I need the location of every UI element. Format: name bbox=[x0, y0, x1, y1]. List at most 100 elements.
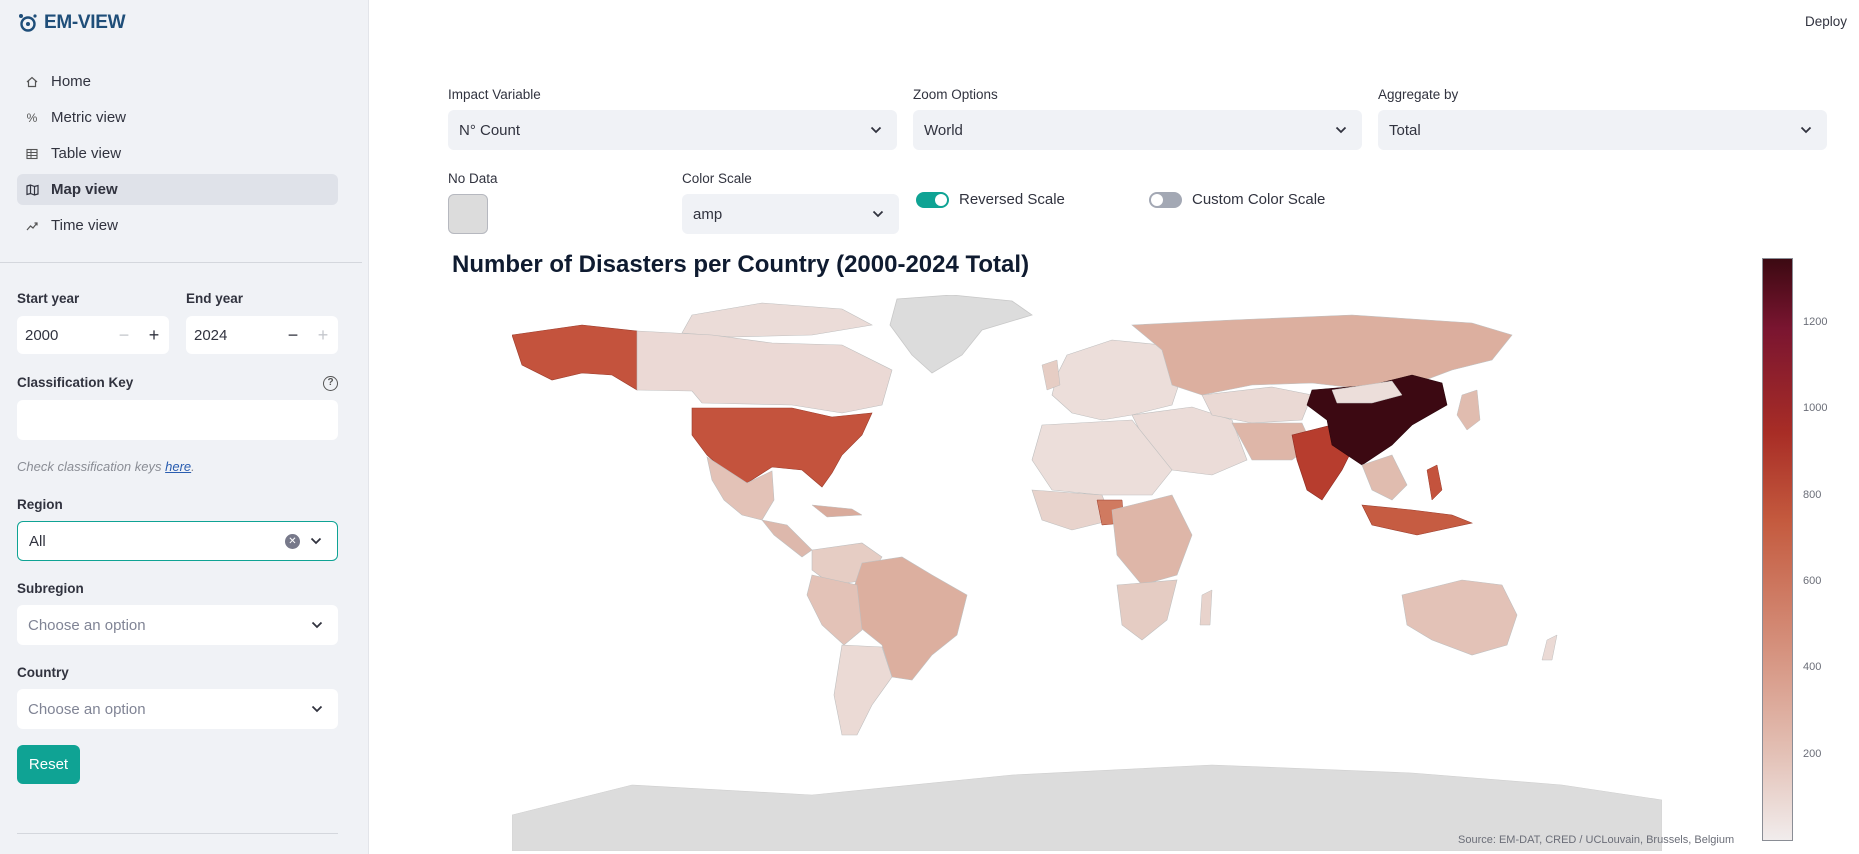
end-year-value[interactable]: 2024 bbox=[194, 326, 228, 344]
chevron-down-icon[interactable] bbox=[869, 123, 883, 137]
region-select[interactable]: All ✕ bbox=[17, 521, 338, 561]
reversed-scale-toggle[interactable]: Reversed Scale bbox=[916, 191, 1065, 208]
logo-gear-icon bbox=[17, 12, 39, 34]
country-peru-bolivia bbox=[806, 574, 863, 646]
app-logo[interactable]: EM-VIEW bbox=[17, 12, 126, 34]
nav-item-home[interactable]: Home bbox=[17, 66, 338, 97]
end-year-input[interactable]: 2024 − + bbox=[186, 316, 338, 354]
nav-item-table-view[interactable]: Table view bbox=[17, 138, 338, 169]
colorbar-tick-label: 200 bbox=[1803, 747, 1822, 760]
nav-item-time-view[interactable]: Time view bbox=[17, 210, 338, 241]
custom-color-scale-label: Custom Color Scale bbox=[1192, 191, 1326, 208]
classification-key-input[interactable] bbox=[17, 400, 338, 440]
help-icon[interactable]: ? bbox=[323, 376, 338, 391]
source-text: Source: EM-DAT, CRED / UCLouvain, Brusse… bbox=[1458, 834, 1735, 846]
colorbar-tick-label: 1200 bbox=[1803, 315, 1828, 328]
country-australia bbox=[1401, 579, 1518, 656]
hint-suffix: . bbox=[191, 459, 195, 474]
country-russia bbox=[1131, 314, 1513, 396]
country-alaska bbox=[511, 324, 638, 391]
country-label: Country bbox=[17, 665, 69, 680]
nav-label-map-view: Map view bbox=[51, 181, 118, 198]
reversed-scale-label: Reversed Scale bbox=[959, 191, 1065, 208]
chevron-down-icon[interactable] bbox=[1799, 123, 1813, 137]
no-data-label: No Data bbox=[448, 171, 498, 186]
start-year-input[interactable]: 2000 − + bbox=[17, 316, 169, 354]
zoom-options-select[interactable]: World bbox=[913, 110, 1362, 150]
country-argentina-chile bbox=[833, 644, 893, 736]
chevron-down-icon[interactable] bbox=[310, 702, 324, 716]
classification-key-label: Classification Key bbox=[17, 375, 134, 390]
central-east-africa bbox=[1111, 494, 1193, 586]
colorbar-tick-label: 1000 bbox=[1803, 402, 1828, 415]
start-year-increment-button[interactable]: + bbox=[148, 324, 160, 345]
color-scale-select[interactable]: amp bbox=[682, 194, 899, 234]
start-year-value[interactable]: 2000 bbox=[25, 326, 59, 344]
end-year-label: End year bbox=[186, 291, 244, 306]
nav-item-metric-view[interactable]: % Metric view bbox=[17, 102, 338, 133]
end-year-increment-button[interactable]: + bbox=[317, 324, 329, 345]
hint-text: Check classification keys bbox=[17, 459, 166, 474]
west-africa bbox=[1031, 489, 1113, 531]
start-year-decrement-button[interactable]: − bbox=[118, 324, 130, 345]
arctic-islands bbox=[681, 302, 873, 338]
classification-hint: Check classification keys here. bbox=[17, 459, 195, 474]
colorbar-tick-label: 600 bbox=[1803, 574, 1822, 587]
colorbar-tick-label: 800 bbox=[1803, 488, 1822, 501]
caribbean bbox=[811, 504, 863, 518]
color-scale-value: amp bbox=[693, 205, 723, 223]
country-uk bbox=[1041, 359, 1061, 391]
clear-icon[interactable]: ✕ bbox=[285, 533, 300, 549]
chevron-down-icon[interactable] bbox=[310, 618, 324, 632]
home-icon bbox=[25, 75, 39, 89]
reset-button[interactable]: Reset bbox=[17, 745, 80, 784]
country-canada bbox=[636, 330, 893, 414]
nav-label-home: Home bbox=[51, 73, 92, 90]
southeast-asia bbox=[1361, 454, 1408, 501]
chevron-down-icon[interactable] bbox=[871, 207, 885, 221]
map-icon bbox=[25, 183, 39, 197]
country-japan bbox=[1456, 389, 1481, 431]
table-icon bbox=[25, 147, 39, 161]
sidebar: EM-VIEW Home % Metric view Table view Ma… bbox=[0, 0, 369, 854]
logo-text: EM-VIEW bbox=[44, 12, 126, 33]
north-africa bbox=[1031, 419, 1173, 496]
aggregate-by-select[interactable]: Total bbox=[1378, 110, 1827, 150]
aggregate-by-value: Total bbox=[1389, 121, 1421, 139]
subregion-placeholder: Choose an option bbox=[28, 616, 146, 634]
region-value: All bbox=[29, 532, 46, 550]
country-new-zealand bbox=[1541, 634, 1558, 661]
country-select[interactable]: Choose an option bbox=[17, 689, 338, 729]
country-madagascar bbox=[1199, 589, 1213, 626]
zoom-options-label: Zoom Options bbox=[913, 87, 998, 102]
no-data-color-swatch[interactable] bbox=[448, 194, 488, 234]
subregion-select[interactable]: Choose an option bbox=[17, 605, 338, 645]
world-map[interactable] bbox=[511, 294, 1663, 852]
zoom-options-value: World bbox=[924, 121, 963, 139]
nav-label-table-view: Table view bbox=[51, 145, 122, 162]
sidebar-nav: Home % Metric view Table view Map view T… bbox=[17, 66, 338, 246]
region-label: Region bbox=[17, 497, 63, 512]
nav-item-map-view[interactable]: Map view bbox=[17, 174, 338, 205]
end-year-decrement-button[interactable]: − bbox=[287, 324, 299, 345]
custom-color-scale-toggle[interactable]: Custom Color Scale bbox=[1149, 191, 1325, 208]
impact-variable-label: Impact Variable bbox=[448, 87, 541, 102]
country-indonesia bbox=[1361, 504, 1474, 536]
color-scale-label: Color Scale bbox=[682, 171, 752, 186]
chart-title: Number of Disasters per Country (2000-20… bbox=[452, 251, 1030, 278]
deploy-button[interactable]: Deploy bbox=[1804, 14, 1847, 29]
colorbar bbox=[1762, 258, 1793, 841]
sidebar-divider-bottom bbox=[17, 833, 338, 834]
colorbar-tick-label: 400 bbox=[1803, 661, 1822, 674]
chevron-down-icon[interactable] bbox=[1334, 123, 1348, 137]
central-asia bbox=[1201, 386, 1313, 424]
impact-variable-select[interactable]: N° Count bbox=[448, 110, 897, 150]
impact-variable-value: N° Count bbox=[459, 121, 521, 139]
country-mongolia bbox=[1331, 380, 1403, 404]
custom-color-scale-switch[interactable] bbox=[1149, 191, 1182, 208]
classification-keys-link[interactable]: here bbox=[165, 459, 192, 474]
reversed-scale-switch[interactable] bbox=[916, 191, 949, 208]
start-year-label: Start year bbox=[17, 291, 80, 306]
central-america bbox=[761, 519, 813, 558]
chevron-down-icon[interactable] bbox=[309, 534, 323, 548]
